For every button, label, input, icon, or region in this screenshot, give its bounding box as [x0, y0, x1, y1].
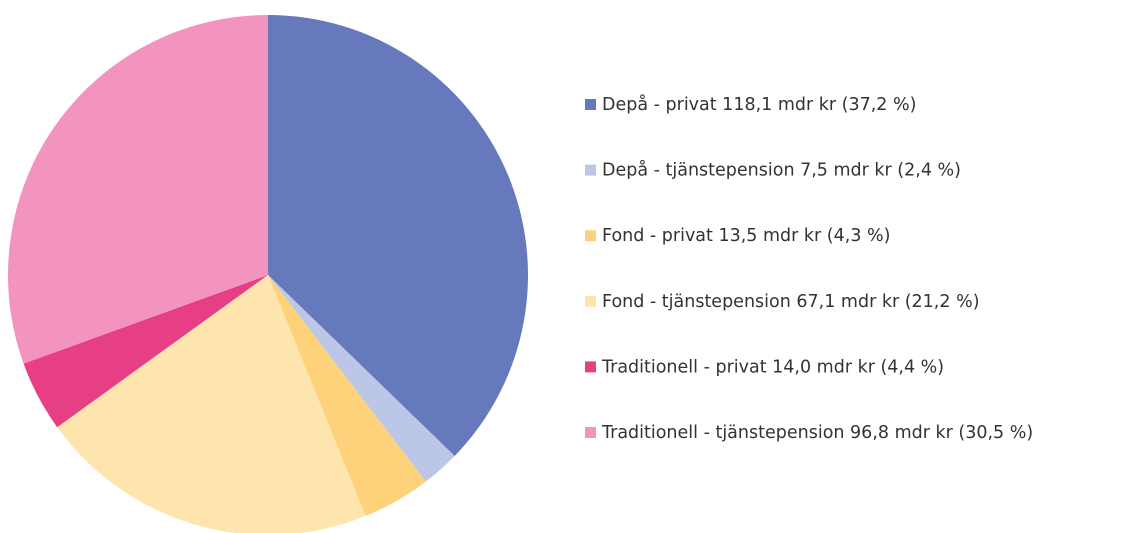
- pie-slice: [268, 275, 455, 482]
- legend-label: Depå - tjänstepension 7,5 mdr kr (2,4 %): [602, 160, 961, 181]
- legend-label: Traditionell - privat 14,0 mdr kr (4,4 %…: [601, 357, 944, 377]
- pie-slice: [57, 275, 366, 533]
- pie-slice: [7, 15, 268, 364]
- legend-label: Fond - privat 13,5 mdr kr (4,3 %): [602, 226, 890, 246]
- pie-slice: [268, 15, 528, 457]
- legend-label: Traditionell - tjänstepension 96,8 mdr k…: [601, 423, 1033, 443]
- legend-swatch: [585, 361, 596, 373]
- legend-label: Depå - privat 118,1 mdr kr (37,2 %): [602, 94, 916, 115]
- pie-slice: [23, 275, 268, 428]
- legend-swatch: [585, 99, 596, 110]
- legend-swatch: [585, 295, 596, 307]
- pie-slice: [268, 275, 426, 517]
- legend-label: Fond - tjänstepension 67,1 mdr kr (21,2 …: [602, 292, 980, 312]
- legend-swatch: [585, 164, 596, 176]
- legend-swatch: [585, 230, 596, 242]
- legend-swatch: [585, 427, 596, 438]
